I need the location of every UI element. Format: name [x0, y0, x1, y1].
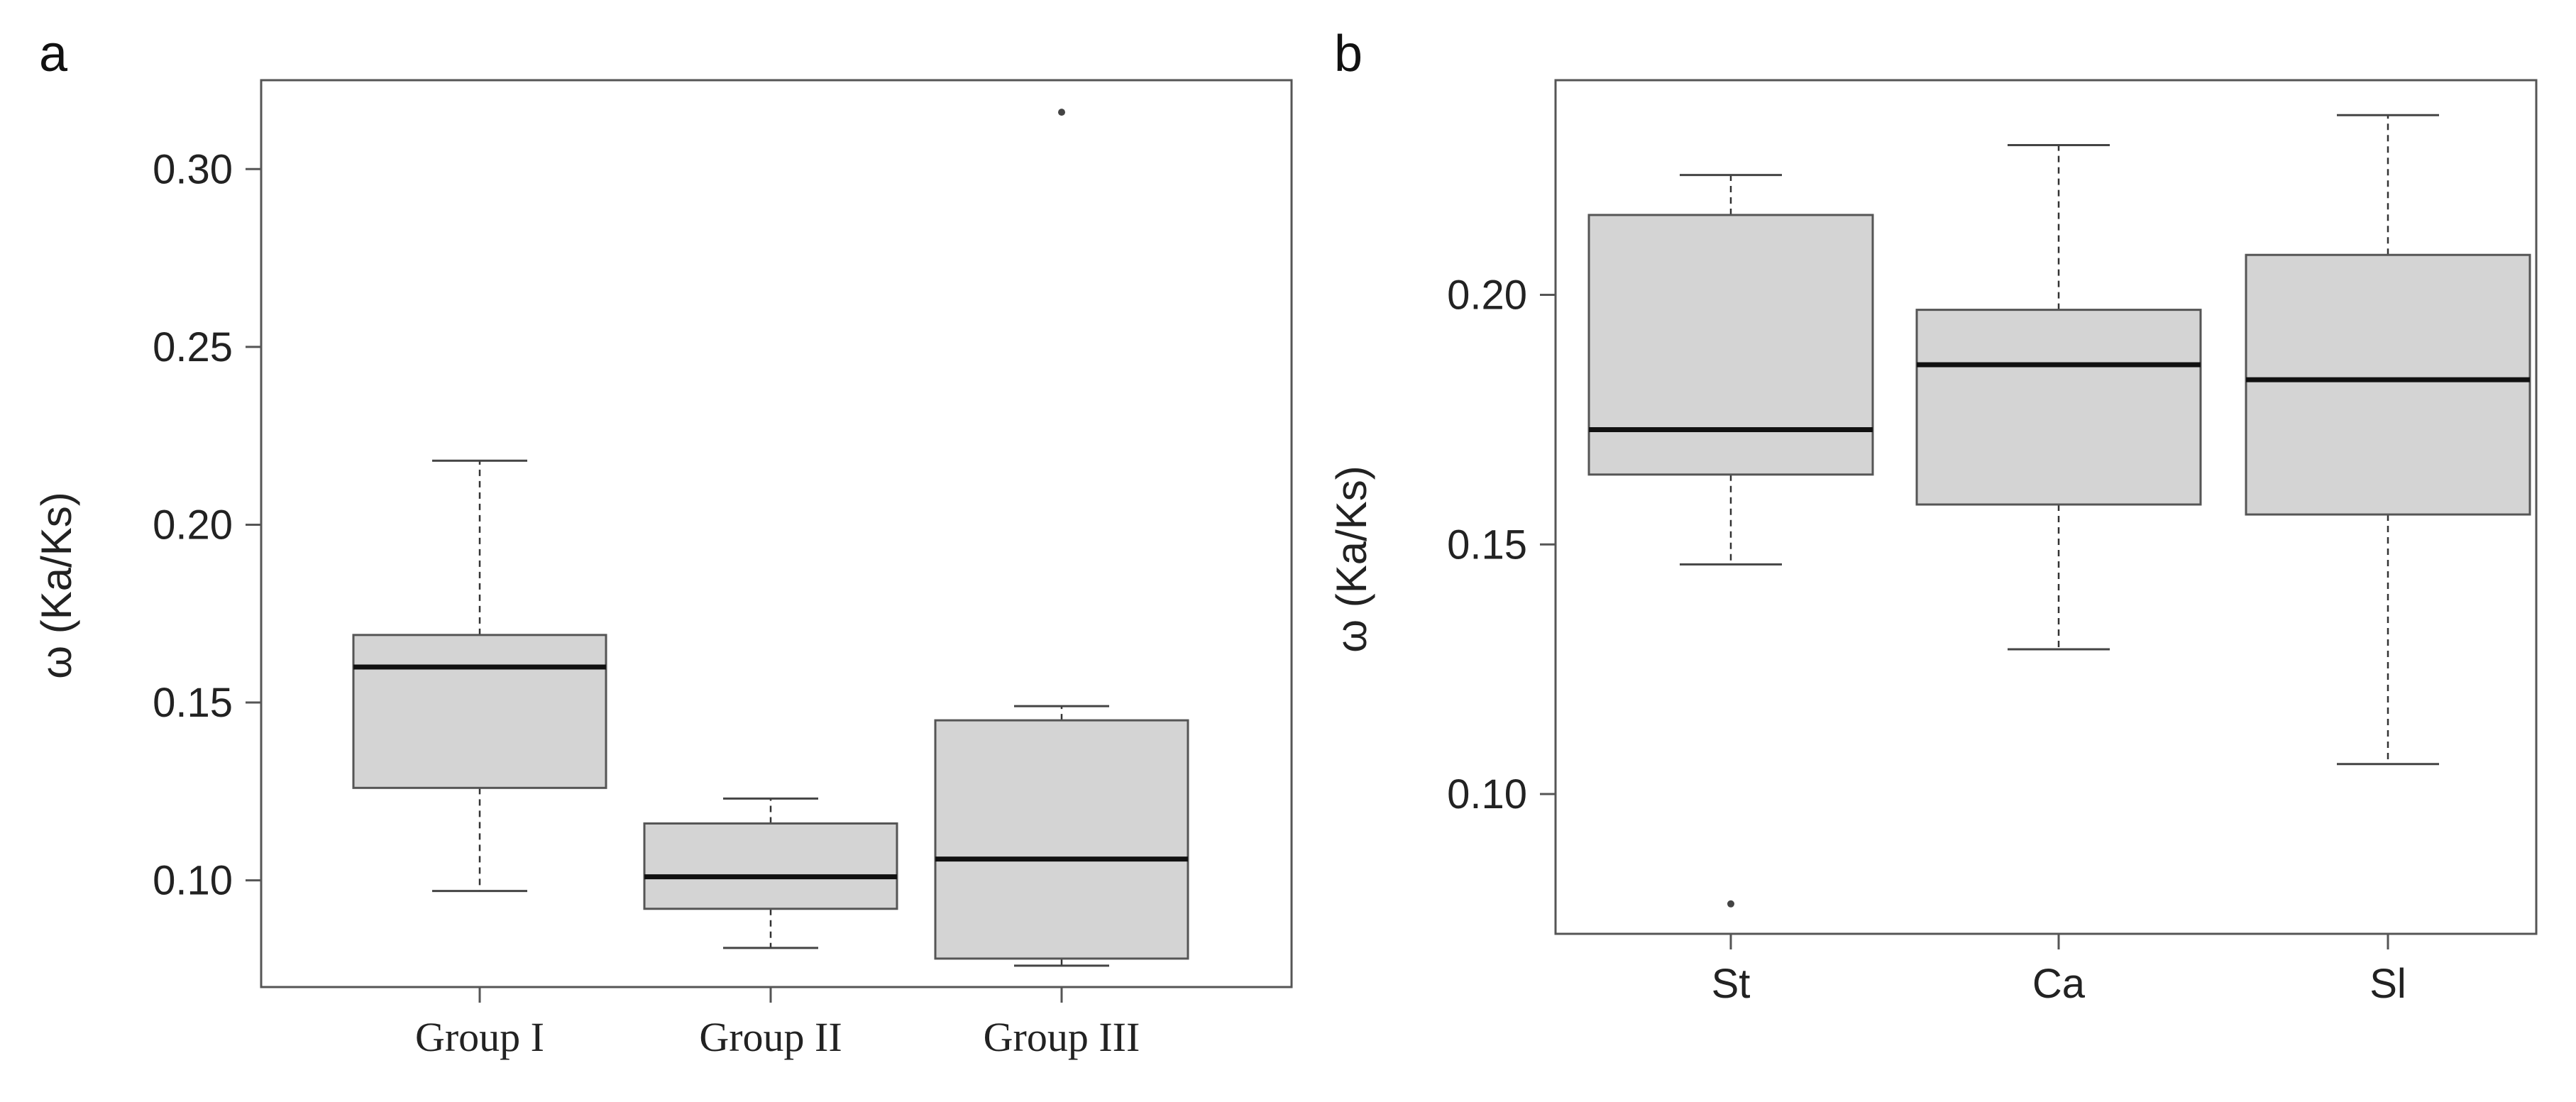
panel-a-category-label: Group I — [415, 1014, 544, 1060]
panel-b-boxes — [1587, 114, 2531, 908]
box-group-iii — [934, 109, 1189, 967]
panel-a-y-tick-label: 0.30 — [153, 146, 233, 192]
panel-b-y-ticks: 0.10 0.15 0.20 — [1447, 272, 1556, 817]
outlier-point — [1058, 109, 1065, 116]
panel-label-b: b — [1334, 26, 1363, 82]
panel-a-y-tick-label: 0.15 — [153, 680, 233, 726]
panel-b: b ω (Ka/Ks) 0.10 0.15 0.20 St Ca Sl — [1328, 26, 2538, 1007]
box-iqr — [1587, 214, 1874, 476]
box-iqr — [643, 822, 898, 910]
panel-b-y-tick-label: 0.15 — [1447, 522, 1527, 568]
panel-a-category-label: Group II — [699, 1014, 842, 1060]
box-group-ii — [643, 797, 898, 949]
panel-a-category-label: Group III — [984, 1014, 1140, 1060]
outlier-point — [1727, 900, 1734, 908]
box-ca — [1915, 143, 2202, 651]
box-sl — [2245, 114, 2531, 766]
panel-a-x-ticks: Group I Group II Group III — [415, 987, 1140, 1060]
panel-a: a ω (Ka/Ks) 0.10 0.15 0.20 0.25 0.30 Gro… — [33, 26, 1293, 1060]
panel-b-category-label: Sl — [2369, 961, 2406, 1007]
panel-a-boxes — [352, 109, 1189, 967]
panel-a-y-tick-label: 0.10 — [153, 858, 233, 904]
panel-a-y-axis-title: ω (Ka/Ks) — [33, 492, 80, 679]
panel-label-a: a — [39, 26, 68, 82]
box-iqr — [352, 634, 607, 789]
panel-b-x-ticks: St Ca Sl — [1712, 934, 2406, 1007]
box-st — [1587, 174, 1874, 908]
panel-a-y-tick-label: 0.25 — [153, 324, 233, 370]
panel-a-y-tick-label: 0.20 — [153, 502, 233, 548]
panel-b-y-tick-label: 0.10 — [1447, 771, 1527, 817]
panel-b-category-label: St — [1712, 961, 1751, 1007]
box-iqr — [1915, 309, 2202, 506]
panel-b-category-label: Ca — [2032, 961, 2086, 1007]
box-iqr — [2245, 253, 2531, 516]
panel-a-y-ticks: 0.10 0.15 0.20 0.25 0.30 — [153, 146, 261, 904]
panel-b-y-tick-label: 0.20 — [1447, 272, 1527, 319]
panel-b-y-axis-title: ω (Ka/Ks) — [1328, 465, 1375, 653]
box-iqr — [934, 719, 1189, 960]
box-group-i — [352, 459, 607, 893]
